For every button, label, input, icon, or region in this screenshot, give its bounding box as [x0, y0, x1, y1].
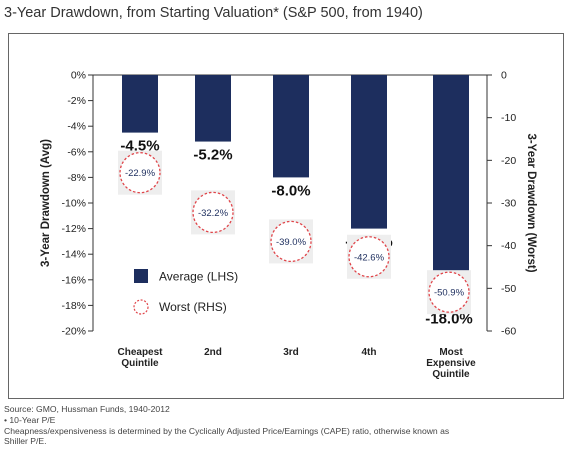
chart-title: 3-Year Drawdown, from Starting Valuation… — [4, 5, 423, 21]
right-tick-label: -50 — [501, 283, 516, 295]
left-tick-label: -6% — [67, 146, 86, 158]
legend-label-worst: Worst (RHS) — [159, 300, 227, 314]
worst-value-label: -22.9% — [125, 168, 156, 179]
source-note: Source: GMO, Hussman Funds, 1940-2012 — [4, 404, 170, 414]
right-tick-label: -10 — [501, 112, 516, 124]
footnote-cape-cont: Shiller P/E. — [4, 436, 47, 447]
footnote-pe: • 10-Year P/E — [4, 414, 56, 425]
right-tick-label: 0 — [501, 70, 507, 82]
worst-value-label: -50.9% — [434, 288, 465, 299]
worst-marker — [428, 271, 470, 313]
chart-frame: 0% -2% -4% -6% -8% -10% -12% -14% -16% -18% -20% 0 -… — [8, 33, 564, 399]
chart-footer: Source: GMO, Hussman Funds, 1940-2012 • … — [4, 404, 569, 447]
right-tick-label: -30 — [501, 198, 516, 210]
legend-swatch-worst — [133, 299, 149, 315]
worst-marker — [348, 236, 390, 278]
right-tick-label: -40 — [501, 240, 516, 252]
left-tick-label: -14% — [61, 249, 86, 261]
worst-value-label: -42.6% — [354, 252, 385, 263]
left-tick-label: -16% — [61, 274, 86, 286]
bar-average — [273, 75, 309, 178]
legend-label-average: Average (LHS) — [159, 270, 238, 284]
left-tick-label: 0% — [71, 70, 86, 82]
left-tick-label: -12% — [61, 223, 86, 235]
bar-average — [195, 75, 231, 142]
bar-value-label: -4.5% — [120, 138, 159, 155]
category-label: 2nd — [204, 347, 222, 358]
legend-swatch-average — [134, 269, 148, 283]
left-tick-label: -2% — [67, 95, 86, 107]
left-tick-label: -20% — [61, 326, 86, 338]
category-label: Most — [439, 347, 463, 358]
category-label: 3rd — [283, 347, 299, 358]
worst-marker — [119, 152, 161, 194]
bar-value-label: -18.0% — [425, 310, 473, 327]
left-axis-title: 3-Year Drawdown (Avg) — [40, 139, 52, 267]
right-axis-title: 3-Year Drawdown (Worst) — [525, 133, 537, 272]
worst-marker — [192, 191, 234, 234]
bar-value-label: -8.0% — [271, 182, 310, 199]
left-tick-label: -8% — [67, 172, 86, 184]
worst-value-label: -32.2% — [198, 208, 229, 219]
category-label: Quintile — [121, 358, 159, 369]
left-tick-label: -18% — [61, 300, 86, 312]
worst-value-label: -39.0% — [276, 237, 307, 248]
bar-average — [351, 75, 387, 229]
category-label: Expensive — [426, 358, 476, 369]
bar-average — [122, 75, 158, 133]
worst-marker — [270, 220, 312, 263]
category-label: 4th — [362, 347, 377, 358]
category-label: Quintile — [432, 369, 470, 380]
category-label: Cheapest — [117, 347, 163, 358]
bar-chart: 0% -2% -4% -6% -8% -10% -12% -14% -16% -18% -20% 0 -… — [40, 70, 537, 381]
bar-value-label: -5.2% — [193, 147, 232, 164]
left-tick-label: -10% — [61, 198, 86, 210]
right-tick-label: -60 — [501, 326, 516, 338]
bar-average — [433, 75, 469, 306]
right-tick-label: -20 — [501, 155, 516, 167]
footnote-cape: Cheapness/expensiveness is determined by… — [4, 425, 450, 436]
left-tick-label: -4% — [67, 121, 86, 133]
